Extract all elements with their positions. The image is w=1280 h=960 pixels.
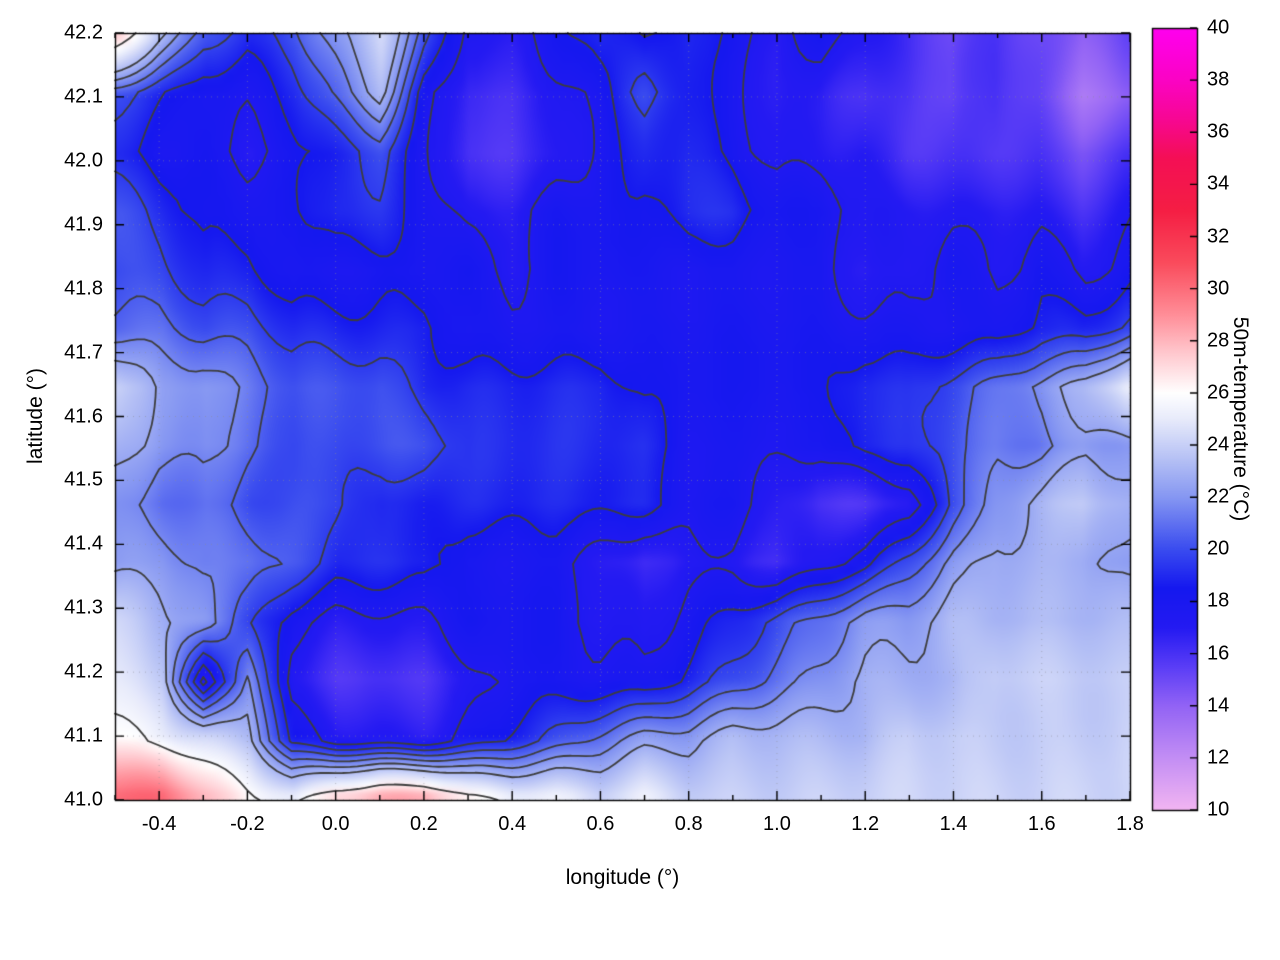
colorbar-tick-label: 40 bbox=[1207, 16, 1230, 39]
x-tick-label: 0.6 bbox=[586, 813, 615, 835]
y-tick-label: 41.4 bbox=[64, 532, 103, 555]
colorbar-tick-label: 20 bbox=[1207, 537, 1230, 560]
colorbar-tick-label: 10 bbox=[1207, 798, 1230, 821]
x-tick-label: -0.2 bbox=[230, 813, 265, 835]
x-tick-label: 0.0 bbox=[321, 813, 350, 835]
y-tick-label: 42.2 bbox=[64, 21, 103, 44]
y-tick-label: 41.6 bbox=[64, 405, 103, 427]
y-tick-label: 41.0 bbox=[64, 788, 103, 811]
x-tick-label: 0.2 bbox=[410, 813, 438, 835]
colorbar-tick-label: 28 bbox=[1207, 329, 1230, 352]
y-axis-label: latitude (°) bbox=[24, 368, 47, 464]
x-tick-label: 1.4 bbox=[939, 813, 968, 835]
y-tick-label: 41.5 bbox=[64, 468, 103, 491]
x-tick-label: -0.4 bbox=[141, 813, 177, 835]
y-tick-label: 41.3 bbox=[64, 596, 103, 619]
y-tick-label: 41.2 bbox=[64, 660, 103, 683]
colorbar-tick-label: 24 bbox=[1207, 433, 1230, 456]
y-tick-label: 41.1 bbox=[64, 724, 103, 747]
x-tick-label: 1.0 bbox=[763, 813, 791, 835]
colorbar-tick-label: 36 bbox=[1207, 120, 1230, 143]
x-axis-label: longitude (°) bbox=[565, 866, 680, 889]
colorbar-tick-label: 26 bbox=[1207, 381, 1230, 404]
colorbar-tick-label: 18 bbox=[1207, 589, 1230, 612]
colorbar-tick-label: 12 bbox=[1207, 746, 1230, 769]
x-tick-label: 0.8 bbox=[674, 813, 703, 835]
colorbar-tick-label: 34 bbox=[1207, 172, 1230, 195]
colorbar-tick-label: 32 bbox=[1207, 225, 1230, 248]
colorbar-label: 50m-temperature (°C) bbox=[1229, 316, 1252, 522]
colorbar-tick-label: 38 bbox=[1207, 68, 1230, 91]
colorbar-tick-label: 14 bbox=[1207, 694, 1230, 717]
colorbar-tick-label: 22 bbox=[1207, 485, 1230, 508]
y-tick-label: 42.0 bbox=[64, 149, 103, 172]
y-tick-label: 42.1 bbox=[64, 85, 103, 108]
x-tick-label: 0.4 bbox=[498, 813, 527, 835]
x-tick-label: 1.6 bbox=[1027, 813, 1056, 835]
x-tick-label: 1.2 bbox=[851, 813, 880, 835]
colorbar-tick-label: 30 bbox=[1207, 277, 1230, 300]
y-tick-label: 41.8 bbox=[64, 277, 103, 300]
x-tick-label: 1.8 bbox=[1116, 813, 1144, 835]
y-tick-label: 41.9 bbox=[64, 213, 103, 236]
y-tick-label: 41.7 bbox=[64, 341, 103, 364]
colorbar-tick-label: 16 bbox=[1207, 642, 1230, 665]
